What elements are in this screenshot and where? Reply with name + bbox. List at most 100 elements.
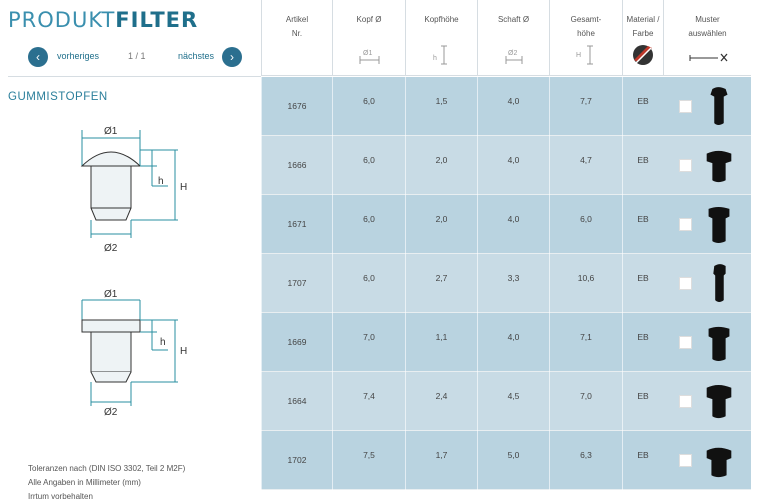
cell-kopfhoehe: 2,0 bbox=[405, 136, 477, 195]
note-units: Alle Angaben in Millimeter (mm) bbox=[28, 478, 141, 487]
sample-checkbox[interactable] bbox=[679, 159, 692, 172]
pager: ‹ vorheriges 1 / 1 nächstes › bbox=[28, 47, 242, 67]
cell-schaft: 4,0 bbox=[477, 136, 549, 195]
table-header: Artikel Nr. Kopf Ø Ø1 Kopfhöhe h Schaft Ø… bbox=[261, 0, 751, 76]
header-muster-line1: Muster bbox=[695, 15, 720, 24]
cell-kopfhoehe: 2,4 bbox=[405, 372, 477, 431]
cell-nr: 1707 bbox=[261, 254, 332, 313]
cell-gesamt: 6,3 bbox=[549, 431, 622, 490]
sample-checkbox[interactable] bbox=[679, 395, 692, 408]
diagram2-h-label: h bbox=[160, 337, 166, 348]
header-artikel[interactable]: Artikel Nr. bbox=[261, 0, 332, 76]
prev-arrow-button[interactable]: ‹ bbox=[28, 47, 48, 67]
diagram-h-label: h bbox=[158, 176, 164, 187]
cell-mat: EB bbox=[622, 136, 663, 195]
header-kopf-label: Kopf Ø bbox=[356, 15, 382, 24]
cell-kopfhoehe: 1,7 bbox=[405, 431, 477, 490]
prev-link[interactable]: vorheriges bbox=[57, 51, 100, 61]
product-table: Artikel Nr. Kopf Ø Ø1 Kopfhöhe h Schaft Ø… bbox=[261, 0, 751, 500]
note-disclaimer: Irrtum vorbehalten bbox=[28, 492, 93, 500]
cell-mat: EB bbox=[622, 195, 663, 254]
header-gesamthoehe[interactable]: Gesamt-höhe H bbox=[549, 0, 622, 76]
head-height-icon: h bbox=[433, 45, 447, 65]
cell-kopf: 7,4 bbox=[332, 372, 405, 431]
cell-nr: 1664 bbox=[261, 372, 332, 431]
brand-thin: PRODUKT bbox=[8, 8, 116, 32]
diagram2-d2-label: Ø2 bbox=[104, 407, 118, 418]
cell-mat: EB bbox=[622, 372, 663, 431]
cell-gesamt: 4,7 bbox=[549, 136, 622, 195]
header-artikel-line1: Artikel bbox=[285, 15, 309, 24]
diagram-d2-label: Ø2 bbox=[104, 243, 118, 254]
header-gesamt-line1: Gesamt- bbox=[570, 15, 602, 24]
header-muster-line2: auswählen bbox=[688, 29, 727, 38]
total-height-icon: H bbox=[576, 45, 593, 65]
header-gesamt-line2: höhe bbox=[577, 29, 595, 38]
cell-mat: EB bbox=[622, 77, 663, 136]
header-material-line1: Material / bbox=[626, 15, 660, 24]
header-muster[interactable]: Muster auswählen bbox=[663, 0, 751, 76]
cell-kopf: 7,5 bbox=[332, 431, 405, 490]
table-row[interactable]: 1676 6,0 1,5 4,0 7,7 EB bbox=[261, 77, 751, 136]
svg-text:Ø2: Ø2 bbox=[508, 50, 517, 57]
cell-kopf: 6,0 bbox=[332, 195, 405, 254]
notes: Toleranzen nach (DIN ISO 3302, Teil 2 M2… bbox=[28, 462, 185, 500]
cell-schaft: 4,0 bbox=[477, 195, 549, 254]
cell-kopfhoehe: 1,5 bbox=[405, 77, 477, 136]
sample-checkbox[interactable] bbox=[679, 277, 692, 290]
product-thumbnail bbox=[706, 447, 732, 478]
sample-checkbox[interactable] bbox=[679, 218, 692, 231]
cell-mat: EB bbox=[622, 313, 663, 372]
table-row[interactable]: 1669 7,0 1,1 4,0 7,1 EB bbox=[261, 313, 751, 372]
brand-bold: FILTER bbox=[115, 8, 199, 32]
header-schaft-label: Schaft Ø bbox=[497, 15, 530, 24]
material-color-icon bbox=[633, 45, 653, 65]
svg-text:h: h bbox=[433, 55, 437, 62]
brand-logo: PRODUKTFILTER bbox=[8, 8, 198, 32]
sample-select-icon bbox=[689, 53, 728, 62]
cell-kopf: 6,0 bbox=[332, 254, 405, 313]
cell-kopfhoehe: 2,7 bbox=[405, 254, 477, 313]
table-row[interactable]: 1671 6,0 2,0 4,0 6,0 EB bbox=[261, 195, 751, 254]
header-material-line2: Farbe bbox=[632, 29, 654, 38]
cell-schaft: 4,0 bbox=[477, 77, 549, 136]
cell-mat: EB bbox=[622, 254, 663, 313]
sample-checkbox[interactable] bbox=[679, 100, 692, 113]
next-arrow-button[interactable]: › bbox=[222, 47, 242, 67]
cell-nr: 1666 bbox=[261, 136, 332, 195]
cell-nr: 1669 bbox=[261, 313, 332, 372]
cell-nr: 1702 bbox=[261, 431, 332, 490]
cell-schaft: 3,3 bbox=[477, 254, 549, 313]
scrollbar-gutter bbox=[751, 0, 763, 500]
note-tolerance: Toleranzen nach (DIN ISO 3302, Teil 2 M2… bbox=[28, 464, 186, 473]
next-link[interactable]: nächstes bbox=[178, 51, 215, 61]
header-kopfhoehe[interactable]: Kopfhöhe h bbox=[405, 0, 477, 76]
shaft-diameter-icon: Ø2 bbox=[505, 50, 523, 64]
header-material[interactable]: Material / Farbe bbox=[622, 0, 663, 76]
table-row[interactable]: 1707 6,0 2,7 3,3 10,6 EB bbox=[261, 254, 751, 313]
left-panel: PRODUKTFILTER ‹ vorheriges 1 / 1 nächste… bbox=[0, 0, 261, 500]
chevron-left-icon: ‹ bbox=[36, 50, 40, 64]
sample-checkbox[interactable] bbox=[679, 454, 692, 467]
cell-gesamt: 7,7 bbox=[549, 77, 622, 136]
svg-text:H: H bbox=[576, 52, 581, 59]
diagram2-d1-label: Ø1 bbox=[104, 289, 118, 300]
table-row[interactable]: 1666 6,0 2,0 4,0 4,7 EB bbox=[261, 136, 751, 195]
cell-schaft: 4,5 bbox=[477, 372, 549, 431]
table-row[interactable]: 1664 7,4 2,4 4,5 7,0 EB bbox=[261, 372, 751, 431]
product-thumbnail bbox=[708, 207, 730, 243]
cell-kopfhoehe: 2,0 bbox=[405, 195, 477, 254]
header-schaft[interactable]: Schaft Ø Ø2 bbox=[477, 0, 549, 76]
table-row[interactable]: 1702 7,5 1,7 5,0 6,3 EB bbox=[261, 431, 751, 490]
svg-text:Ø1: Ø1 bbox=[363, 50, 372, 57]
cell-nr: 1671 bbox=[261, 195, 332, 254]
cell-gesamt: 7,1 bbox=[549, 313, 622, 372]
product-thumbnail bbox=[708, 326, 730, 361]
sample-checkbox[interactable] bbox=[679, 336, 692, 349]
header-kopf[interactable]: Kopf Ø Ø1 bbox=[332, 0, 405, 76]
category-title: GUMMISTOPFEN bbox=[8, 91, 108, 103]
header-kopfhoehe-label: Kopfhöhe bbox=[424, 15, 459, 24]
product-thumbnail bbox=[713, 264, 726, 302]
cell-kopf: 7,0 bbox=[332, 313, 405, 372]
diagram-d1-label: Ø1 bbox=[104, 126, 118, 137]
